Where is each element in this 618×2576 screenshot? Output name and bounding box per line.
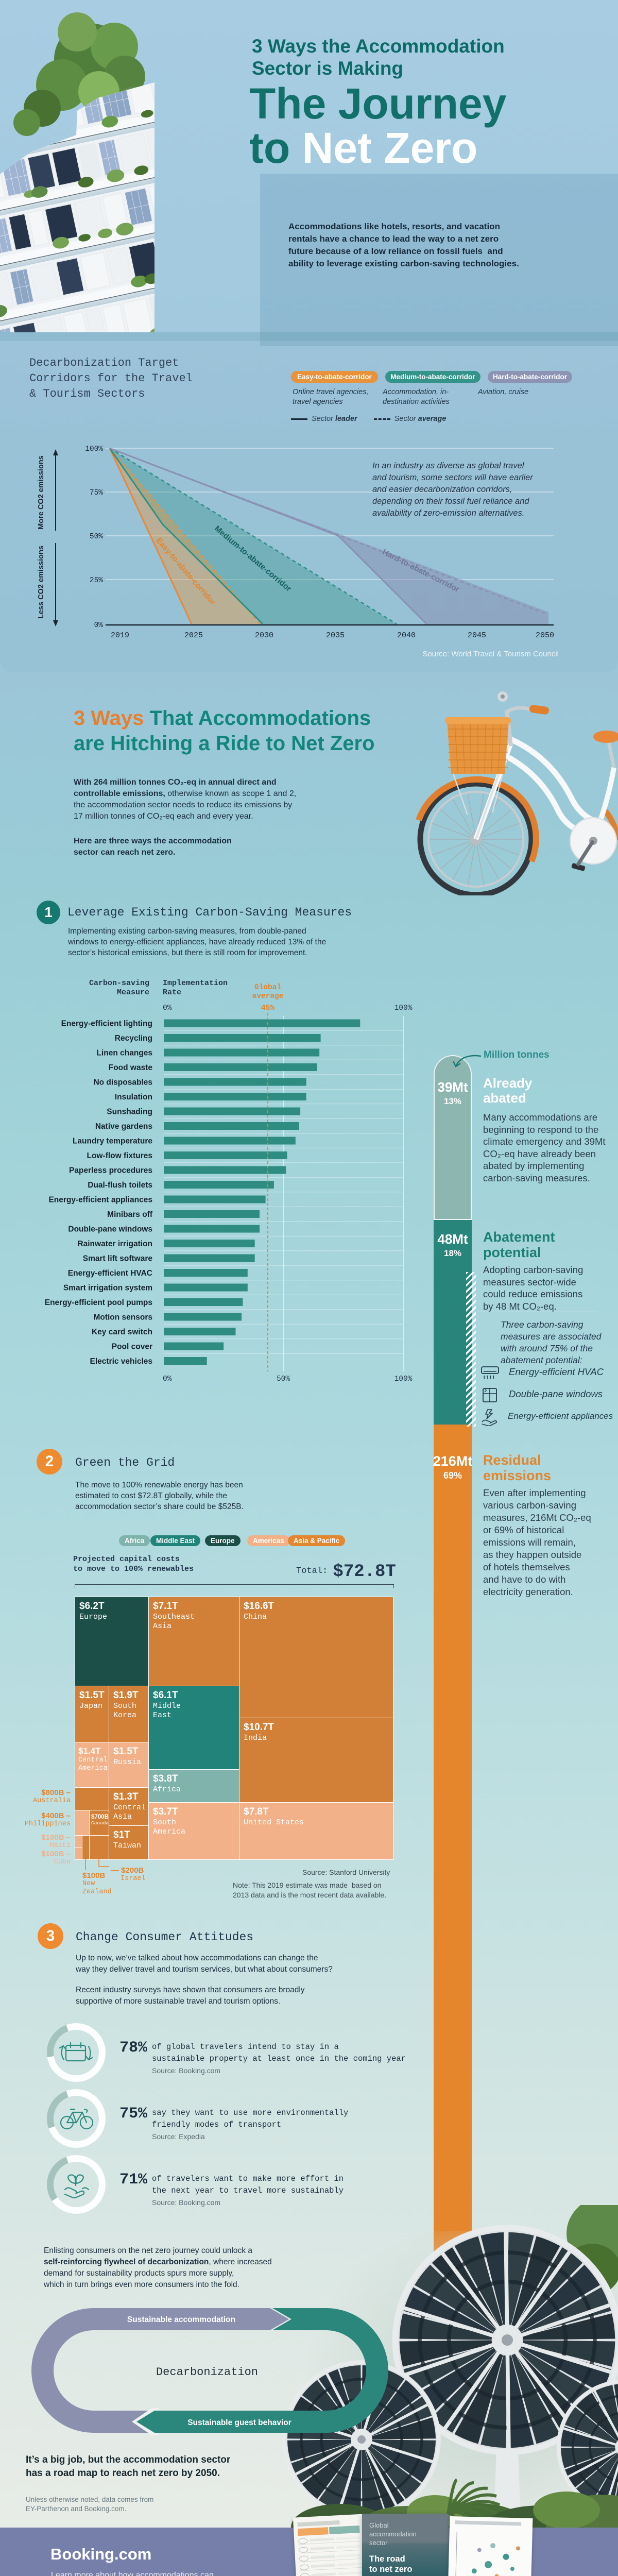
svg-text:Motion sensors: Motion sensors bbox=[93, 1313, 152, 1322]
svg-text:Native gardens: Native gardens bbox=[95, 1122, 152, 1131]
svg-text:0%: 0% bbox=[163, 1375, 172, 1383]
svg-text:Energy-efficient appliances: Energy-efficient appliances bbox=[48, 1196, 152, 1205]
svg-text:2050: 2050 bbox=[536, 631, 554, 640]
svg-text:Less CO2 emissions: Less CO2 emissions bbox=[37, 546, 45, 619]
svg-text:Pool cover: Pool cover bbox=[112, 1343, 152, 1351]
svg-text:100%: 100% bbox=[85, 445, 103, 453]
svg-text:Rate: Rate bbox=[163, 988, 181, 997]
svg-text:0%: 0% bbox=[94, 621, 104, 630]
svg-text:average: average bbox=[252, 992, 284, 1001]
svg-text:More CO2 emissions: More CO2 emissions bbox=[37, 455, 45, 529]
svg-text:2030: 2030 bbox=[255, 631, 273, 640]
svg-text:Energy-efficient lighting: Energy-efficient lighting bbox=[61, 1020, 152, 1028]
svg-text:Low-flow fixtures: Low-flow fixtures bbox=[87, 1151, 152, 1160]
svg-text:Laundry temperature: Laundry temperature bbox=[73, 1137, 152, 1146]
svg-text:Measure: Measure bbox=[117, 988, 149, 997]
svg-text:Global: Global bbox=[254, 984, 282, 992]
svg-text:50%: 50% bbox=[277, 1375, 290, 1383]
svg-text:Key card switch: Key card switch bbox=[92, 1328, 152, 1336]
svg-text:Sunshading: Sunshading bbox=[107, 1108, 152, 1116]
svg-text:Smart lift software: Smart lift software bbox=[83, 1255, 153, 1263]
svg-text:No disposables: No disposables bbox=[93, 1078, 152, 1087]
svg-text:Rainwater irrigation: Rainwater irrigation bbox=[77, 1240, 152, 1248]
svg-text:Minibars off: Minibars off bbox=[107, 1210, 153, 1219]
svg-text:Double-pane windows: Double-pane windows bbox=[68, 1225, 152, 1234]
svg-text:Linen changes: Linen changes bbox=[96, 1049, 152, 1058]
svg-text:Energy-efficient pool pumps: Energy-efficient pool pumps bbox=[45, 1298, 152, 1307]
svg-text:0%: 0% bbox=[163, 1004, 172, 1012]
svg-text:Implementation: Implementation bbox=[163, 979, 228, 988]
svg-text:2040: 2040 bbox=[397, 631, 416, 640]
svg-text:2045: 2045 bbox=[468, 631, 486, 640]
svg-text:Sustainable accommodation: Sustainable accommodation bbox=[127, 2315, 235, 2324]
svg-text:Insulation: Insulation bbox=[115, 1093, 152, 1101]
svg-text:100%: 100% bbox=[394, 1375, 413, 1383]
svg-text:Food waste: Food waste bbox=[109, 1063, 153, 1072]
svg-text:Dual-flush toilets: Dual-flush toilets bbox=[88, 1181, 152, 1190]
svg-text:75%: 75% bbox=[90, 489, 103, 497]
svg-text:2025: 2025 bbox=[184, 631, 203, 640]
svg-text:45%: 45% bbox=[261, 1004, 274, 1012]
svg-text:Decarbonization: Decarbonization bbox=[156, 2366, 258, 2379]
svg-text:Electric vehicles: Electric vehicles bbox=[90, 1357, 153, 1366]
svg-text:Recycling: Recycling bbox=[115, 1034, 152, 1043]
svg-text:2035: 2035 bbox=[326, 631, 345, 640]
svg-text:Sustainable guest behavior: Sustainable guest behavior bbox=[187, 2418, 291, 2427]
svg-text:Energy-efficient HVAC: Energy-efficient HVAC bbox=[68, 1269, 152, 1278]
svg-text:Carbon-saving: Carbon-saving bbox=[89, 979, 149, 988]
svg-text:100%: 100% bbox=[394, 1004, 413, 1012]
svg-text:50%: 50% bbox=[90, 533, 103, 541]
svg-text:25%: 25% bbox=[90, 577, 103, 585]
svg-text:Smart irrigation system: Smart irrigation system bbox=[63, 1284, 152, 1293]
svg-text:Paperless procedures: Paperless procedures bbox=[69, 1166, 152, 1175]
svg-text:2019: 2019 bbox=[111, 631, 129, 640]
